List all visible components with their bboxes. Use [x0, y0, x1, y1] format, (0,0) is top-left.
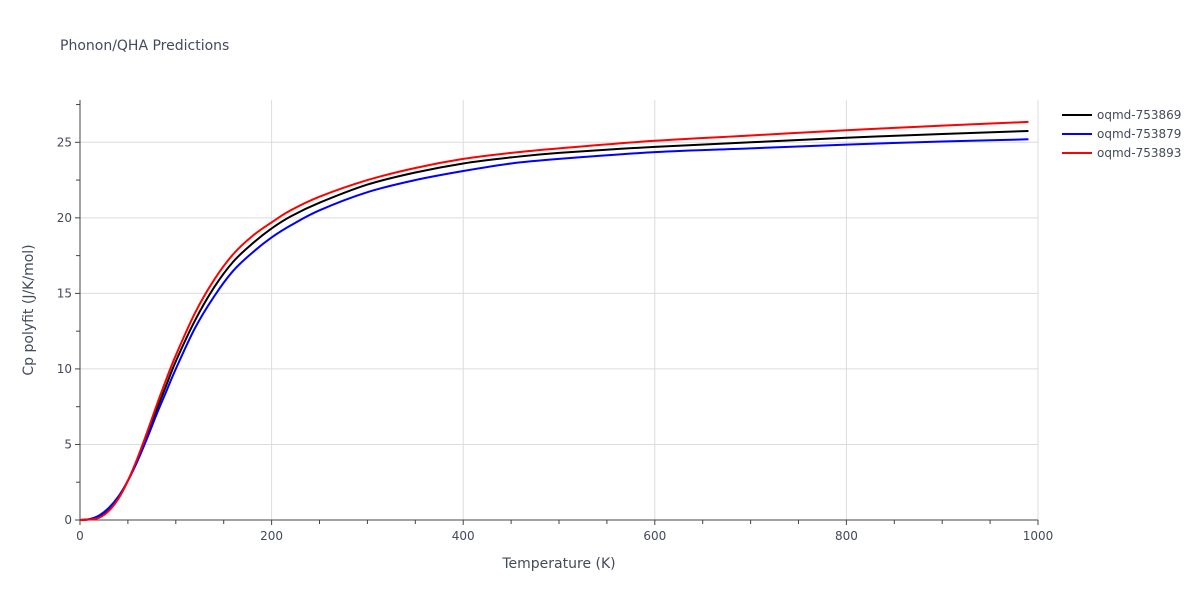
series-line-oqmd-753893 — [79, 120, 1029, 521]
x-axis-label: Temperature (K) — [501, 556, 615, 572]
x-tick-label: 0 — [76, 529, 84, 543]
legend[interactable]: oqmd-753869 oqmd-753879 oqmd-753893 — [1062, 108, 1181, 160]
legend-item-oqmd-753869[interactable]: oqmd-753869 — [1062, 108, 1181, 122]
legend-item-oqmd-753879[interactable]: oqmd-753879 — [1062, 127, 1181, 141]
x-tick-label: 600 — [643, 529, 666, 543]
y-axis-label: Cp polyfit (J/K/mol) — [21, 244, 37, 375]
series-line-oqmd-753879 — [79, 138, 1029, 521]
x-tick-label: 400 — [452, 529, 475, 543]
legend-item-oqmd-753893[interactable]: oqmd-753893 — [1062, 146, 1181, 160]
plot-area — [79, 120, 1029, 521]
legend-label: oqmd-753879 — [1097, 127, 1181, 141]
x-tick-label: 200 — [260, 529, 283, 543]
axes — [75, 100, 1039, 525]
y-tick-label: 5 — [64, 437, 72, 451]
series-line-oqmd-753869 — [79, 129, 1029, 521]
x-tick-label: 800 — [835, 529, 858, 543]
y-tick-label: 0 — [64, 513, 72, 527]
y-tick-label: 25 — [57, 135, 72, 149]
grid — [80, 100, 1039, 520]
y-tick-label: 10 — [57, 362, 72, 376]
x-tick-label: 1000 — [1023, 529, 1054, 543]
tick-labels: 0 200 400 600 800 1000 0 5 10 15 20 25 — [57, 135, 1054, 543]
y-tick-label: 15 — [57, 286, 72, 300]
legend-label: oqmd-753893 — [1097, 146, 1181, 160]
chart-title: Phonon/QHA Predictions — [60, 38, 229, 54]
y-tick-label: 20 — [57, 211, 72, 225]
legend-label: oqmd-753869 — [1097, 108, 1181, 122]
